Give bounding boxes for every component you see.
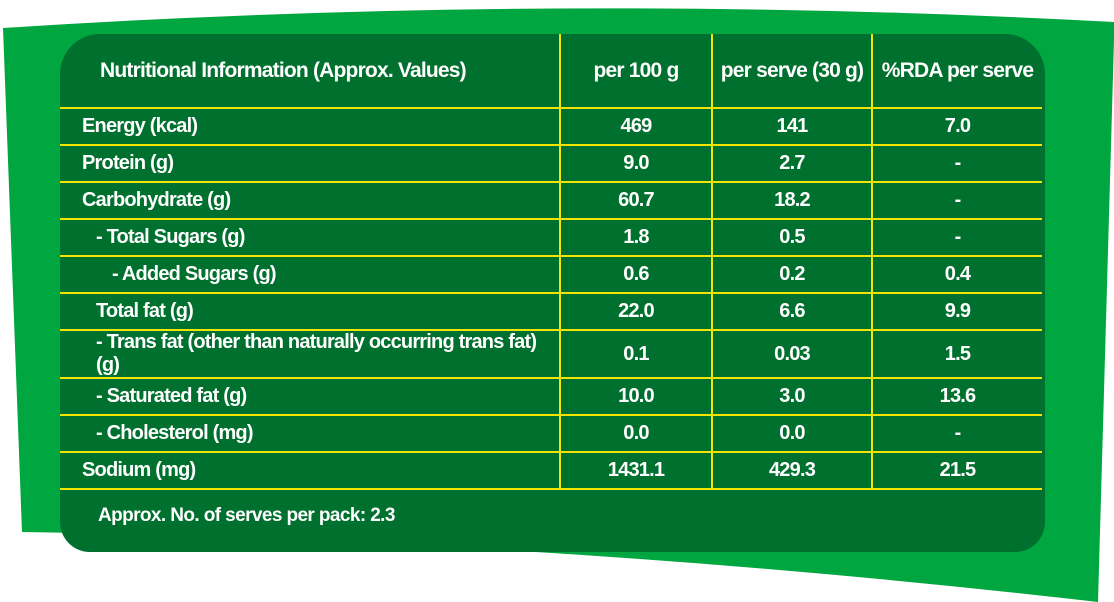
table-row: - Saturated fat (g) 10.0 3.0 13.6 bbox=[60, 377, 1042, 416]
per-serve-value: 429.3 bbox=[711, 451, 873, 490]
header-rda: %RDA per serve bbox=[871, 34, 1042, 109]
per-serve-value: 0.0 bbox=[711, 414, 873, 453]
table-row: Sodium (mg) 1431.1 429.3 21.5 bbox=[60, 451, 1042, 490]
table-row: - Trans fat (other than naturally occurr… bbox=[60, 329, 1042, 379]
per-serve-value: 3.0 bbox=[711, 377, 873, 416]
table-row: Total fat (g) 22.0 6.6 9.9 bbox=[60, 292, 1042, 331]
rda-value: 1.5 bbox=[871, 329, 1042, 379]
per-100g-value: 9.0 bbox=[559, 144, 713, 183]
per-serve-value: 0.5 bbox=[711, 218, 873, 257]
per-100g-value: 22.0 bbox=[559, 292, 713, 331]
nutrition-table: Nutritional Information (Approx. Values)… bbox=[60, 34, 1042, 490]
nutrient-label: Protein (g) bbox=[60, 144, 561, 183]
rda-value: - bbox=[871, 144, 1042, 183]
rda-value: - bbox=[871, 414, 1042, 453]
header-row: Nutritional Information (Approx. Values)… bbox=[60, 34, 1042, 109]
per-serve-value: 2.7 bbox=[711, 144, 873, 183]
nutrient-label: - Cholesterol (mg) bbox=[60, 414, 561, 453]
per-serve-value: 141 bbox=[711, 107, 873, 146]
per-100g-value: 10.0 bbox=[559, 377, 713, 416]
rda-value: 21.5 bbox=[871, 451, 1042, 490]
per-serve-value: 0.03 bbox=[711, 329, 873, 379]
nutrient-label: Carbohydrate (g) bbox=[60, 181, 561, 220]
rda-value: 13.6 bbox=[871, 377, 1042, 416]
rda-value: 7.0 bbox=[871, 107, 1042, 146]
per-100g-value: 1.8 bbox=[559, 218, 713, 257]
table-row: Protein (g) 9.0 2.7- bbox=[60, 144, 1042, 183]
rda-value: 9.9 bbox=[871, 292, 1042, 331]
table-row: Carbohydrate (g) 60.7 18.2- bbox=[60, 181, 1042, 220]
nutrient-label: - Saturated fat (g) bbox=[60, 377, 561, 416]
per-100g-value: 469 bbox=[559, 107, 713, 146]
table-row: - Cholesterol (mg) 0.0 0.0- bbox=[60, 414, 1042, 453]
rda-value: - bbox=[871, 218, 1042, 257]
per-100g-value: 0.1 bbox=[559, 329, 713, 379]
per-100g-value: 1431.1 bbox=[559, 451, 713, 490]
table-row: Energy (kcal) 469 141 7.0 bbox=[60, 107, 1042, 146]
nutrient-label: - Total Sugars (g) bbox=[60, 218, 561, 257]
table-row: - Added Sugars (g) 0.6 0.2 0.4 bbox=[60, 255, 1042, 294]
nutrient-label: - Added Sugars (g) bbox=[60, 255, 561, 294]
rda-value: - bbox=[871, 181, 1042, 220]
rda-value: 0.4 bbox=[871, 255, 1042, 294]
nutrient-label: - Trans fat (other than naturally occurr… bbox=[60, 329, 561, 379]
per-100g-value: 60.7 bbox=[559, 181, 713, 220]
per-100g-value: 0.6 bbox=[559, 255, 713, 294]
table-row: - Total Sugars (g) 1.8 0.5- bbox=[60, 218, 1042, 257]
header-per-serve: per serve (30 g) bbox=[711, 34, 873, 109]
nutrient-label: Energy (kcal) bbox=[60, 107, 561, 146]
nutrient-label: Sodium (mg) bbox=[60, 451, 561, 490]
per-serve-value: 0.2 bbox=[711, 255, 873, 294]
header-per-100g: per 100 g bbox=[559, 34, 713, 109]
serves-per-pack: Approx. No. of serves per pack: 2.3 bbox=[98, 505, 395, 526]
per-100g-value: 0.0 bbox=[559, 414, 713, 453]
per-serve-value: 6.6 bbox=[711, 292, 873, 331]
per-serve-value: 18.2 bbox=[711, 181, 873, 220]
header-nutrient: Nutritional Information (Approx. Values) bbox=[60, 34, 561, 109]
nutrient-label: Total fat (g) bbox=[60, 292, 561, 331]
